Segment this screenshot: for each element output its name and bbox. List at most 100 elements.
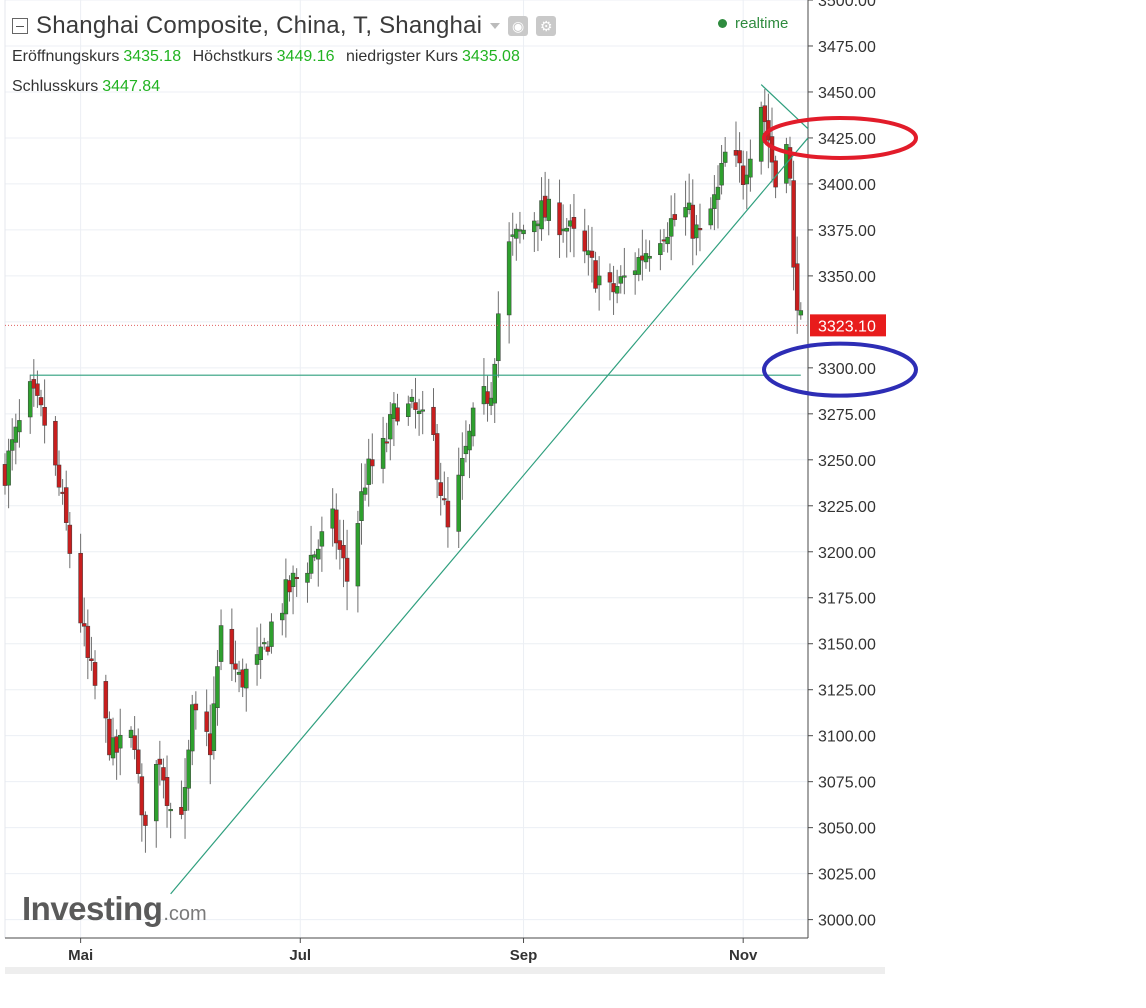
candle-down: [431, 406, 436, 435]
candle-down: [690, 204, 696, 239]
candle-down: [81, 623, 87, 627]
candle-up: [9, 439, 15, 451]
y-tick-label: 3450.00: [818, 85, 876, 102]
candle-up: [668, 218, 674, 237]
y-tick-label: 3375.00: [818, 223, 876, 240]
y-tick-label: 3350.00: [818, 269, 876, 286]
candle-up: [719, 163, 724, 186]
candle-up: [618, 276, 624, 284]
candle-down: [589, 250, 595, 258]
candle-up: [6, 450, 11, 486]
y-tick-label: 3300.00: [818, 361, 876, 378]
candle-down: [161, 767, 166, 781]
candle-down: [179, 806, 184, 815]
camera-icon[interactable]: ◉: [508, 16, 529, 36]
candle-up: [388, 414, 393, 440]
candle-up: [622, 275, 627, 278]
y-tick-label: 3025.00: [818, 867, 876, 884]
candle-up: [694, 224, 699, 239]
candle-up: [416, 410, 422, 414]
candle-up: [546, 198, 551, 221]
candle-down: [370, 459, 375, 467]
low-label: niedrigster Kurs: [345, 48, 458, 65]
candle-down: [582, 230, 587, 252]
candle-down: [737, 150, 742, 164]
candle-up: [715, 186, 721, 200]
open-label: Eröffnungskurs: [12, 48, 120, 65]
candle-down: [107, 718, 112, 756]
y-tick-label: 3475.00: [818, 39, 876, 56]
caret-down-icon[interactable]: [490, 23, 501, 29]
candle-up: [665, 236, 670, 245]
candle-up: [521, 229, 526, 235]
highlight-ellipse-blue: [762, 341, 918, 398]
investing-logo: Investing .com: [22, 890, 207, 928]
candle-down: [233, 663, 238, 670]
candle-up: [409, 396, 415, 402]
open-value: 3435.18: [123, 48, 182, 65]
candle-down: [762, 105, 768, 123]
candle-up: [244, 668, 249, 689]
candle-up: [355, 523, 361, 587]
candle-down: [78, 552, 83, 624]
candle-up: [614, 286, 620, 294]
candle-down: [89, 658, 94, 661]
current-price-label: 3323.10: [818, 318, 876, 335]
candle-down: [787, 147, 793, 179]
y-tick-label: 3075.00: [818, 775, 876, 792]
candle-down: [445, 500, 451, 528]
candle-up: [496, 313, 501, 362]
gear-icon[interactable]: ⚙: [536, 16, 557, 36]
x-tick-label: Mai: [68, 947, 93, 964]
close-label: Schlusskurs: [12, 78, 99, 95]
instrument-title[interactable]: Shanghai Composite, China, T, Shanghai: [36, 12, 483, 39]
candle-up: [27, 381, 33, 418]
y-tick-label: 3175.00: [818, 591, 876, 608]
candle-up: [636, 257, 642, 275]
high-value: 3449.16: [276, 48, 335, 65]
candle-down: [438, 482, 443, 496]
candle-up: [269, 621, 274, 647]
candle-down: [334, 509, 339, 544]
candle-up: [280, 612, 285, 621]
candle-up: [186, 749, 191, 789]
candle-down: [42, 406, 47, 426]
y-tick-label: 3100.00: [818, 729, 876, 746]
low-value: 3435.08: [462, 48, 520, 65]
candle-up: [456, 474, 461, 532]
candle-up: [319, 531, 325, 547]
candle-up: [218, 625, 224, 662]
candle-up: [712, 194, 717, 209]
x-scroll-track: [5, 967, 885, 974]
candle-up: [305, 572, 310, 583]
collapse-icon[interactable]: [12, 18, 28, 34]
candle-up: [460, 458, 465, 477]
x-tick-label: Jul: [289, 947, 311, 964]
candle-up: [17, 420, 22, 433]
title-row: Shanghai Composite, China, T, Shanghai ◉…: [12, 10, 557, 42]
candle-up: [362, 487, 368, 495]
candle-up: [380, 437, 386, 469]
realtime-label: realtime: [735, 15, 789, 32]
candle-up: [128, 729, 134, 738]
candle-up: [262, 642, 267, 645]
candle-up: [366, 458, 371, 485]
candle-up: [647, 255, 652, 259]
candle-down: [395, 407, 400, 422]
y-tick-label: 3425.00: [818, 131, 876, 148]
candle-up: [117, 734, 123, 749]
candle-down: [791, 180, 796, 268]
candle-up: [420, 409, 425, 412]
high-label: Höchstkurs: [192, 48, 273, 65]
ohlc-row-2: Schlusskurs 3447.84: [12, 78, 556, 102]
candle-up: [798, 310, 804, 316]
candle-up: [683, 207, 688, 218]
y-tick-label: 3275.00: [818, 407, 876, 424]
candle-down: [56, 464, 62, 488]
current-price-badge: [810, 314, 886, 337]
candle-down: [38, 397, 44, 406]
logo-main-text: Investing: [22, 890, 163, 927]
candle-up: [168, 809, 173, 812]
y-tick-label: 3125.00: [818, 683, 876, 700]
